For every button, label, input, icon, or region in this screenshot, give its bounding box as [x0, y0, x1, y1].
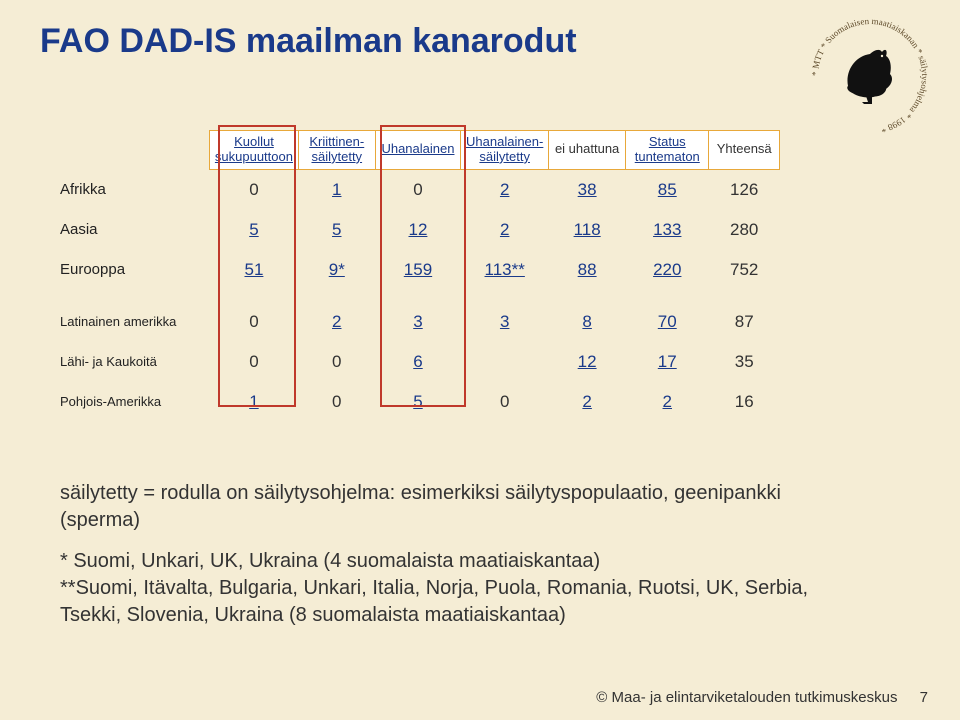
copyright-text: © Maa- ja elintarviketalouden tutkimuske… [596, 689, 897, 706]
data-cell[interactable]: 5 [375, 382, 460, 422]
data-cell[interactable]: 12 [549, 342, 626, 382]
data-cell[interactable]: 3 [461, 302, 549, 342]
row-label: Lähi- ja Kaukoitä [60, 342, 210, 382]
data-cell[interactable]: 2 [626, 382, 709, 422]
table-row: Eurooppa519*159113**88220752 [60, 250, 780, 290]
table-row: Pohjois-Amerikka10502216 [60, 382, 780, 422]
page-title: FAO DAD-IS maailman kanarodut [40, 22, 577, 61]
footer: © Maa- ja elintarviketalouden tutkimuske… [596, 689, 928, 706]
data-cell[interactable]: 220 [626, 250, 709, 290]
data-cell[interactable]: 118 [549, 210, 626, 250]
data-cell[interactable]: 17 [626, 342, 709, 382]
data-cell[interactable]: 70 [626, 302, 709, 342]
data-cell[interactable]: 85 [626, 169, 709, 210]
data-cell: 0 [210, 342, 299, 382]
data-cell[interactable]: 5 [298, 210, 375, 250]
table-row: Latinainen amerikka023387087 [60, 302, 780, 342]
data-cell[interactable]: 12 [375, 210, 460, 250]
data-cell: 126 [709, 169, 780, 210]
col-header[interactable]: Uhanalainen-säilytetty [461, 131, 549, 170]
col-header[interactable]: Uhanalainen [375, 131, 460, 170]
note-asterisk-1: * Suomi, Unkari, UK, Ukraina (4 suomalai… [60, 548, 840, 629]
row-label: Afrikka [60, 169, 210, 210]
data-cell[interactable]: 159 [375, 250, 460, 290]
notes-section: säilytetty = rodulla on säilytysohjelma:… [60, 480, 840, 643]
data-cell[interactable]: 88 [549, 250, 626, 290]
row-label: Eurooppa [60, 250, 210, 290]
data-cell: 0 [210, 302, 299, 342]
data-cell: 35 [709, 342, 780, 382]
data-cell[interactable]: 5 [210, 210, 299, 250]
data-cell[interactable]: 1 [298, 169, 375, 210]
data-cell[interactable]: 2 [461, 169, 549, 210]
data-cell[interactable]: 9* [298, 250, 375, 290]
data-cell[interactable]: 6 [375, 342, 460, 382]
data-cell[interactable]: 38 [549, 169, 626, 210]
breeds-table: Kuollut sukupuuttoonKriittinen-säilytett… [60, 130, 780, 422]
data-cell: 0 [375, 169, 460, 210]
col-header: Yhteensä [709, 131, 780, 170]
organization-logo: * MTT * Suomalaisen maatiaiskanan * säil… [800, 6, 940, 146]
row-label: Latinainen amerikka [60, 302, 210, 342]
table-header: Kuollut sukupuuttoonKriittinen-säilytett… [60, 131, 780, 170]
data-cell: 0 [210, 169, 299, 210]
data-cell[interactable]: 8 [549, 302, 626, 342]
col-header[interactable]: Kuollut sukupuuttoon [210, 131, 299, 170]
col-rowlabel [60, 131, 210, 170]
col-header: ei uhattuna [549, 131, 626, 170]
row-label: Pohjois-Amerikka [60, 382, 210, 422]
data-cell[interactable]: 51 [210, 250, 299, 290]
data-cell: 0 [298, 382, 375, 422]
col-header[interactable]: Kriittinen-säilytetty [298, 131, 375, 170]
data-cell: 280 [709, 210, 780, 250]
data-cell[interactable]: 1 [210, 382, 299, 422]
data-cell[interactable]: 133 [626, 210, 709, 250]
table-row: Lähi- ja Kaukoitä006121735 [60, 342, 780, 382]
data-cell: 0 [298, 342, 375, 382]
data-cell [461, 342, 549, 382]
data-cell: 0 [461, 382, 549, 422]
data-cell: 752 [709, 250, 780, 290]
table-row: Afrikka01023885126 [60, 169, 780, 210]
data-cell[interactable]: 2 [298, 302, 375, 342]
data-cell: 87 [709, 302, 780, 342]
row-label: Aasia [60, 210, 210, 250]
page-number: 7 [920, 689, 928, 706]
data-cell[interactable]: 2 [549, 382, 626, 422]
data-cell[interactable]: 3 [375, 302, 460, 342]
col-header[interactable]: Status tuntematon [626, 131, 709, 170]
note-definition: säilytetty = rodulla on säilytysohjelma:… [60, 480, 840, 534]
table-row: Aasia55122118133280 [60, 210, 780, 250]
data-cell[interactable]: 113** [461, 250, 549, 290]
table-body: Afrikka01023885126Aasia55122118133280Eur… [60, 169, 780, 422]
data-cell[interactable]: 2 [461, 210, 549, 250]
data-cell: 16 [709, 382, 780, 422]
data-table-container: Kuollut sukupuuttoonKriittinen-säilytett… [60, 130, 780, 422]
